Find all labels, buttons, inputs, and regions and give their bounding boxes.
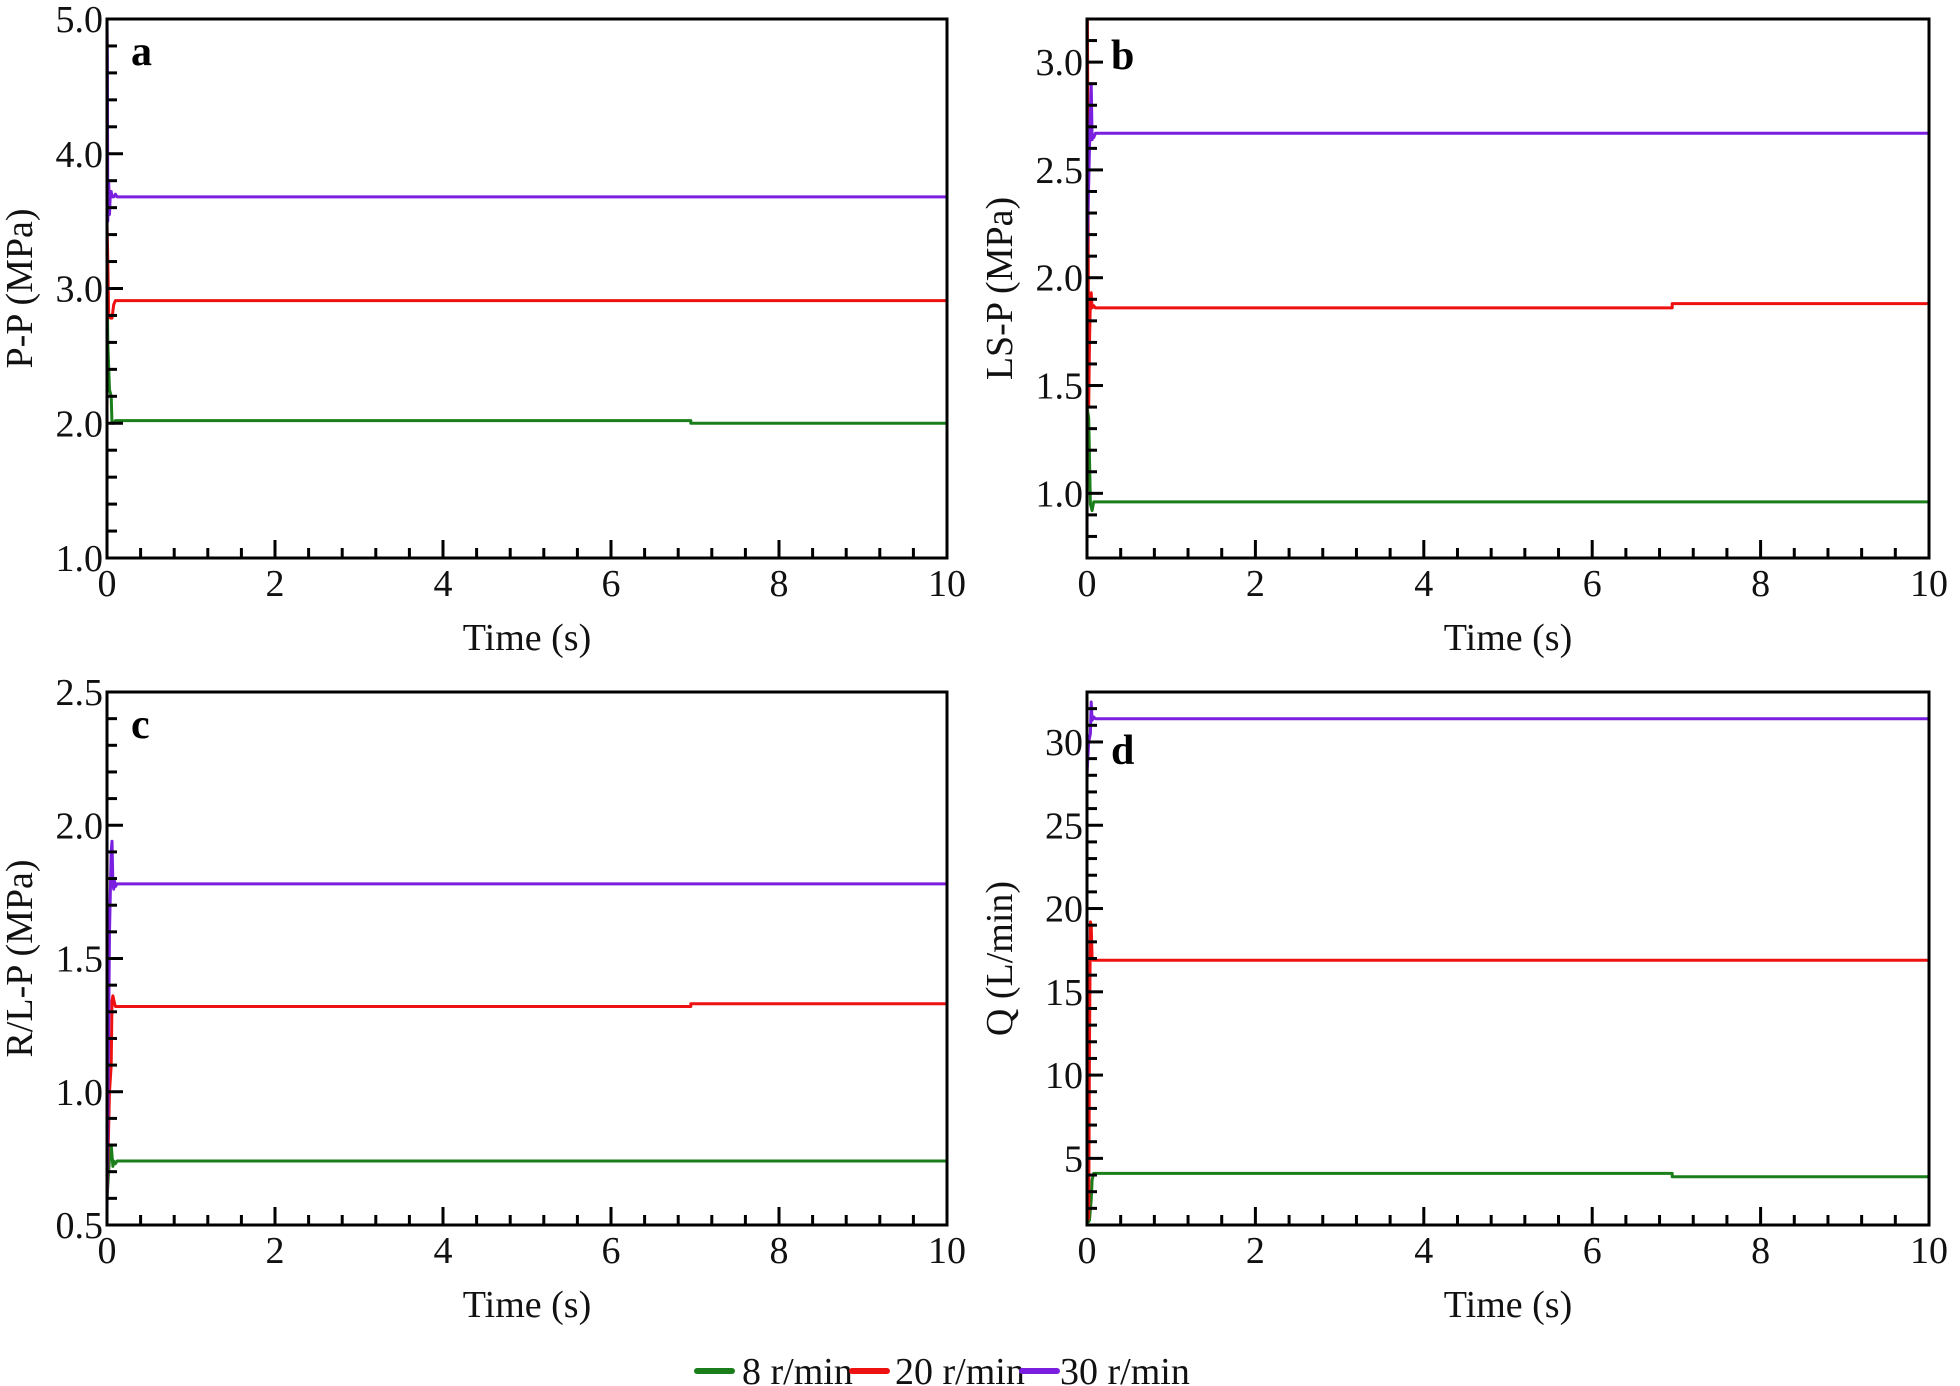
x-tick-label: 4 <box>434 1230 453 1272</box>
panel-a: 0 2 4 6 8 10 1.0 2.0 3.0 4.0 5.0 Time (s) P-P (MPa) a <box>0 0 966 659</box>
x-tick-label: 6 <box>1583 563 1602 605</box>
x-tick-label: 10 <box>1910 563 1948 605</box>
y-tick-label: 2.5 <box>1036 150 1084 192</box>
panel-letter: b <box>1111 33 1134 79</box>
panel-letter: d <box>1111 728 1134 774</box>
plot-frame <box>1085 690 1931 1227</box>
panel-b: 0 2 4 6 8 10 1.0 1.5 2.0 2.5 3.0 Time (s) LS-P (MPa)… <box>979 17 1948 659</box>
x-tick-label: 10 <box>928 1230 966 1272</box>
y-tick-label: 2.0 <box>56 805 104 847</box>
series-line-8rmin <box>1087 1141 1929 1224</box>
y-tick-label: 3.0 <box>1036 42 1084 84</box>
x-tick-label: 2 <box>1246 1230 1265 1272</box>
x-tick-label: 2 <box>1246 563 1265 605</box>
y-tick-label: 4.0 <box>56 134 104 176</box>
y-tick-label: 1.5 <box>1036 366 1084 408</box>
panel-letter: a <box>131 29 152 75</box>
y-tick-label: 1.0 <box>56 538 104 580</box>
x-tick-label: 8 <box>1751 563 1770 605</box>
series-line-8rmin <box>107 261 947 425</box>
y-tick-label: 1.0 <box>1036 473 1084 515</box>
x-axis-title: Time (s) <box>463 617 591 659</box>
series-group <box>107 839 947 1212</box>
legend-label-8rpm: 8 r/min <box>742 1351 853 1386</box>
series-line-8rmin <box>107 1143 947 1199</box>
y-tick-label: 10 <box>1045 1055 1083 1097</box>
x-tick-label: 10 <box>928 563 966 605</box>
x-tick-label: 4 <box>1414 563 1433 605</box>
x-tick-label: 6 <box>602 1230 621 1272</box>
series-line-30rmin <box>107 18 947 223</box>
x-tick-label: 6 <box>1583 1230 1602 1272</box>
panel-c: 0 2 4 6 8 10 0.5 1.0 1.5 2.0 2.5 Time (s) R/L-P (MPa… <box>0 672 966 1326</box>
series-line-30rmin <box>107 839 947 1212</box>
panel-letter: c <box>131 702 150 748</box>
x-tick-label: 8 <box>770 563 789 605</box>
y-axis-title: Q (L/min) <box>979 881 1021 1036</box>
plot-frame <box>1085 17 1931 560</box>
y-axis-title: R/L-P (MPa) <box>0 859 41 1057</box>
plot-frame <box>105 17 949 560</box>
x-axis-title: Time (s) <box>1444 617 1572 659</box>
series-line-8rmin <box>1087 406 1929 513</box>
y-tick-label: 2.5 <box>56 672 104 714</box>
legend-label-20rpm: 20 r/min <box>895 1351 1025 1386</box>
x-tick-label: 8 <box>770 1230 789 1272</box>
series-line-30rmin <box>1087 82 1929 257</box>
legend-label-30rpm: 30 r/min <box>1060 1351 1190 1386</box>
panel-d: 0 2 4 6 8 10 5 10 15 20 25 30 Time (s) Q (L/min) d <box>979 690 1948 1326</box>
y-tick-label: 5.0 <box>56 0 104 41</box>
x-tick-label: 0 <box>98 1230 117 1272</box>
series-group <box>1087 700 1929 1224</box>
x-tick-label: 0 <box>1078 563 1097 605</box>
y-axis-title: LS-P (MPa) <box>979 197 1021 380</box>
series-line-20rmin <box>107 994 947 1199</box>
y-tick-label: 1.0 <box>56 1072 104 1114</box>
y-tick-label: 1.5 <box>56 939 104 981</box>
y-tick-label: 15 <box>1045 972 1083 1014</box>
legend: 8 r/min 20 r/min 30 r/min <box>694 1351 1190 1386</box>
y-tick-label: 25 <box>1045 805 1083 847</box>
series-line-20rmin <box>107 221 947 320</box>
y-tick-label: 3.0 <box>56 269 104 311</box>
x-tick-label: 6 <box>602 563 621 605</box>
series-group <box>1087 17 1929 559</box>
x-tick-label: 0 <box>1078 1230 1097 1272</box>
series-line-20rmin <box>1087 17 1929 559</box>
plot-frame <box>105 690 949 1227</box>
y-tick-label: 0.5 <box>56 1205 104 1247</box>
x-tick-label: 8 <box>1751 1230 1770 1272</box>
y-tick-label: 20 <box>1045 889 1083 931</box>
y-tick-label: 2.0 <box>1036 258 1084 300</box>
series-group <box>107 18 947 425</box>
y-tick-label: 5 <box>1064 1138 1083 1180</box>
y-tick-label: 2.0 <box>56 403 104 445</box>
x-axis-title: Time (s) <box>463 1284 591 1326</box>
series-line-30rmin <box>1087 700 1929 776</box>
y-tick-label: 30 <box>1045 722 1083 764</box>
x-tick-label: 2 <box>266 1230 285 1272</box>
x-tick-label: 2 <box>266 563 285 605</box>
x-tick-label: 4 <box>434 563 453 605</box>
y-axis-title: P-P (MPa) <box>0 208 41 368</box>
x-tick-label: 4 <box>1414 1230 1433 1272</box>
x-axis-title: Time (s) <box>1444 1284 1572 1326</box>
x-tick-label: 10 <box>1910 1230 1948 1272</box>
x-tick-label: 0 <box>98 563 117 605</box>
